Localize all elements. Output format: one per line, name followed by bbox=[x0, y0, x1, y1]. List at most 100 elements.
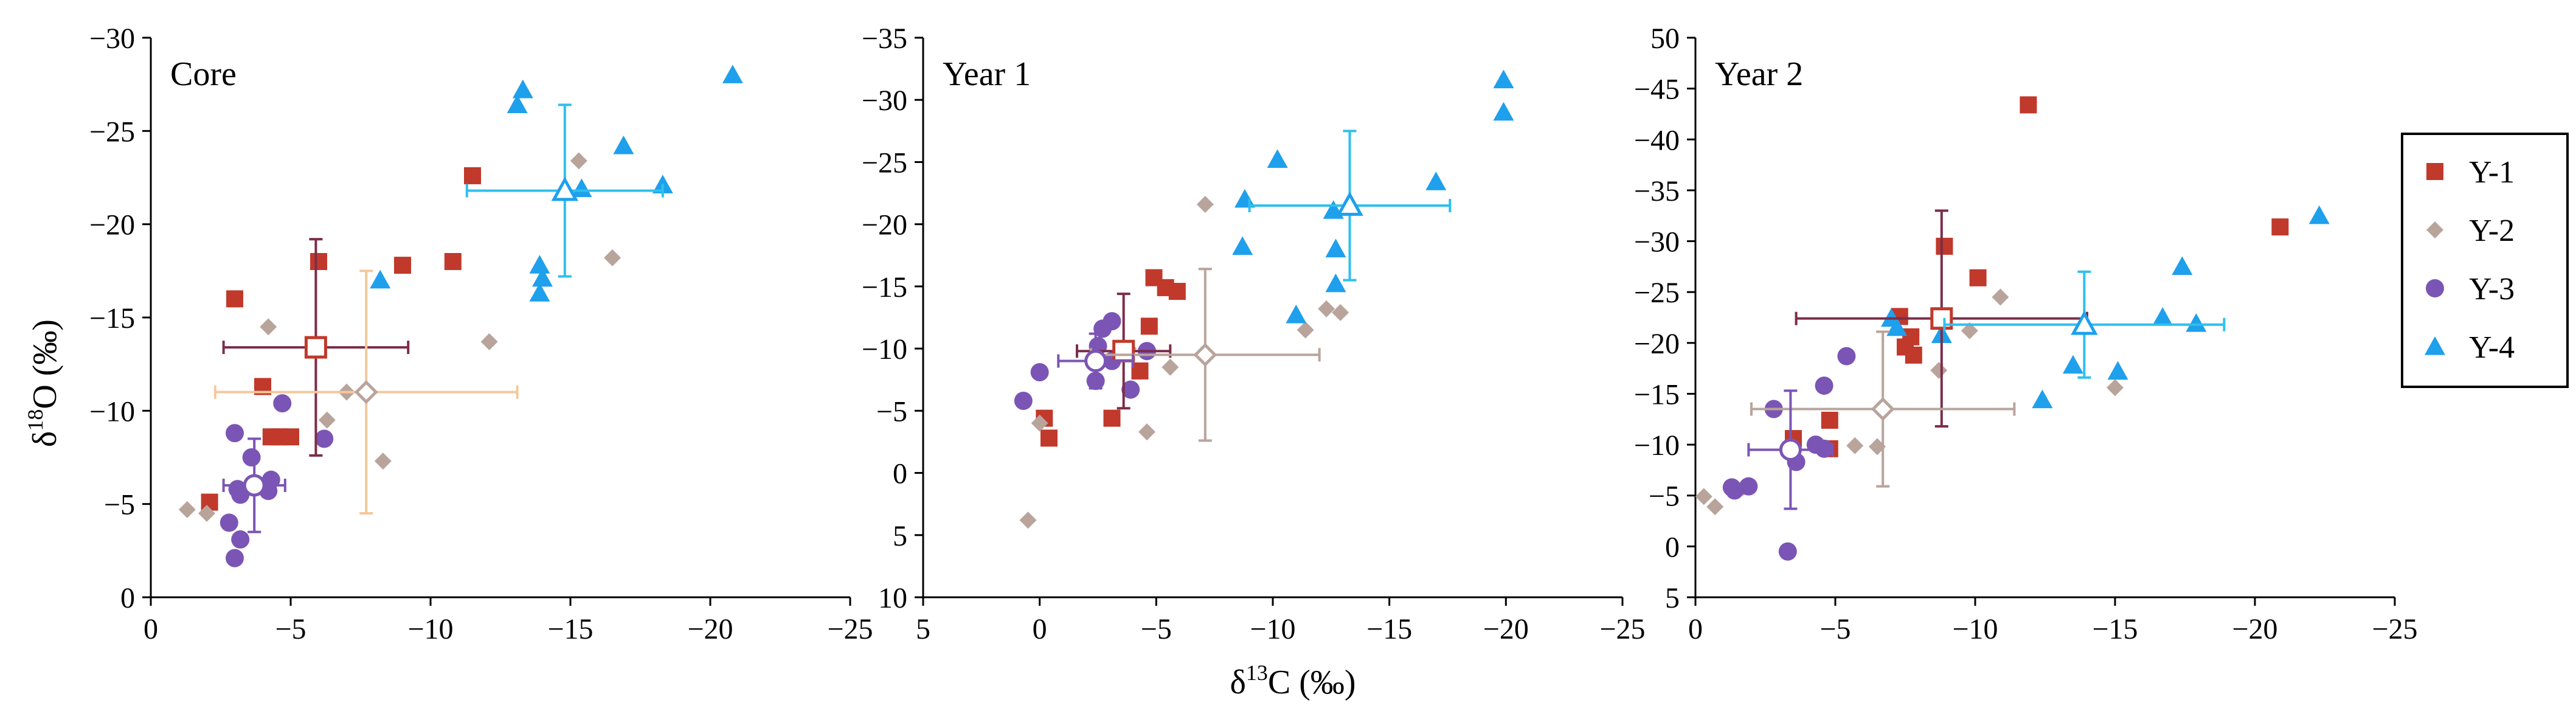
panel-year-1-y-tick-label: 0 bbox=[893, 458, 907, 490]
panel-year-1-y-tick-label: −20 bbox=[862, 209, 907, 241]
panel-core-x-tick-label: −15 bbox=[547, 613, 593, 645]
panel-year-2-y-tick-label: −10 bbox=[1634, 429, 1680, 462]
panel-year-2-y-tick-label: −45 bbox=[1634, 74, 1680, 106]
panel-year-2-y-tick-label: 0 bbox=[1665, 531, 1680, 563]
panel-year-1-y-tick-label: −25 bbox=[862, 147, 907, 179]
data-point-y-4 bbox=[529, 255, 550, 274]
data-point-y-1 bbox=[1821, 411, 1838, 429]
panel-core-x-tick-label: −5 bbox=[275, 613, 306, 645]
panel-year-1-y-tick-label: −35 bbox=[862, 23, 907, 55]
data-point-y-2 bbox=[178, 501, 196, 518]
panel-year-2-x-tick-label: 0 bbox=[1688, 613, 1703, 645]
data-point-y-4 bbox=[1325, 273, 1346, 293]
data-point-y-4 bbox=[1286, 304, 1307, 324]
x-axis-label: δ13C (‰) bbox=[1230, 661, 1356, 701]
legend-marker-y-1 bbox=[2426, 163, 2443, 180]
data-point-y-1 bbox=[1168, 283, 1186, 300]
panel-core-y-tick-label: −15 bbox=[89, 302, 135, 335]
legend-label-y-2: Y-2 bbox=[2469, 213, 2515, 248]
data-point-y-3 bbox=[1837, 347, 1856, 366]
panel-year-1-x-tick-label: −15 bbox=[1366, 613, 1412, 645]
data-point-y-2 bbox=[1019, 512, 1037, 529]
data-point-y-1 bbox=[2271, 218, 2289, 236]
panel-core-y-tick-label: −5 bbox=[104, 489, 135, 521]
data-point-y-2 bbox=[1846, 437, 1864, 454]
data-point-y-4 bbox=[2186, 313, 2207, 332]
data-point-y-3 bbox=[226, 424, 244, 443]
panel-year-2-y-tick-label: −40 bbox=[1634, 124, 1680, 156]
panel-year-2-y-tick-label: −15 bbox=[1634, 378, 1680, 411]
mean-marker-y-3 bbox=[1779, 438, 1802, 461]
panel-core-x-tick-label: 0 bbox=[144, 613, 158, 645]
data-point-y-2 bbox=[374, 453, 392, 470]
mean-marker-y-4 bbox=[1336, 191, 1363, 216]
data-point-y-4 bbox=[2107, 361, 2128, 380]
data-point-y-2 bbox=[1992, 288, 2009, 306]
panel-year-1-series-y-2 bbox=[1019, 195, 1349, 529]
data-point-y-1 bbox=[1905, 346, 1922, 364]
data-point-y-1 bbox=[1131, 362, 1149, 380]
data-point-y-4 bbox=[1886, 317, 1908, 336]
data-point-y-3 bbox=[1121, 380, 1140, 399]
data-point-y-2 bbox=[1318, 300, 1335, 317]
y-axis-label-sup: 18 bbox=[23, 409, 47, 431]
mean-marker-y-3 bbox=[243, 474, 266, 497]
data-point-y-2 bbox=[198, 505, 215, 522]
data-point-y-2 bbox=[260, 318, 277, 336]
panel-core-x-tick-label: −20 bbox=[687, 613, 733, 645]
panel-core-mean-y-2 bbox=[213, 269, 519, 515]
data-point-y-3 bbox=[273, 394, 292, 413]
panel-year-2-mean-y-4 bbox=[1943, 270, 2226, 379]
panel-year-2-series-y-1 bbox=[1785, 96, 2289, 457]
legend: Y-1 Y-2 Y-3 Y-4 bbox=[2401, 133, 2569, 388]
panel-year-1-x-tick-label: 5 bbox=[916, 613, 930, 645]
panel-core: 0 −5 −10 −15 −20 −25 −30 0 −5 −10 −15 −20 −25 Core bbox=[89, 23, 873, 645]
data-point-y-4 bbox=[529, 283, 550, 302]
data-point-y-3 bbox=[1815, 376, 1833, 395]
panel-core-title: Core bbox=[170, 55, 237, 93]
panel-year-1-x-tick-label: −10 bbox=[1250, 613, 1295, 645]
x-axis-label-main: δ bbox=[1230, 664, 1245, 701]
data-point-y-2 bbox=[1196, 195, 1214, 213]
data-point-y-2 bbox=[1332, 304, 1349, 321]
data-point-y-2 bbox=[318, 411, 336, 429]
data-point-y-4 bbox=[2152, 307, 2173, 326]
panel-year-1-y-tick-label: −30 bbox=[862, 85, 907, 117]
data-point-y-4 bbox=[1232, 236, 1253, 255]
panel-year-2-mean-y-1 bbox=[1795, 209, 2088, 428]
data-point-y-4 bbox=[722, 64, 743, 83]
data-point-y-4 bbox=[532, 268, 553, 287]
data-point-y-2 bbox=[604, 249, 621, 266]
panels: 0 −5 −10 −15 −20 −25 −30 0 −5 −10 −15 −20 −25 Core 10 5… bbox=[89, 23, 2418, 645]
panel-year-1-mean-y-1 bbox=[1076, 293, 1172, 410]
panel-year-1-y-tick-label: −15 bbox=[862, 271, 907, 304]
data-point-y-3 bbox=[1103, 312, 1121, 331]
panel-year-2-y-tick-label: −5 bbox=[1649, 480, 1680, 513]
legend-label-y-4: Y-4 bbox=[2469, 330, 2515, 365]
data-point-y-3 bbox=[1014, 391, 1033, 410]
legend-items: Y-1 Y-2 Y-3 Y-4 bbox=[2425, 155, 2515, 365]
panel-core-y-tick-label: −30 bbox=[89, 23, 135, 55]
mean-marker-y-2 bbox=[354, 380, 378, 404]
panel-year-2-x-tick-label: −15 bbox=[2092, 613, 2138, 645]
data-point-y-4 bbox=[2308, 205, 2330, 224]
data-point-y-1 bbox=[310, 253, 327, 270]
panel-year-1-title: Year 1 bbox=[943, 55, 1031, 93]
data-point-y-4 bbox=[1325, 238, 1346, 258]
data-point-y-2 bbox=[1695, 488, 1712, 505]
panel-core-y-tick-label: 0 bbox=[120, 582, 135, 614]
panel-year-1-series-y-1 bbox=[1036, 269, 1186, 447]
mean-marker-y-2 bbox=[1193, 342, 1217, 367]
panel-year-2-title: Year 2 bbox=[1715, 55, 1803, 93]
data-point-y-1 bbox=[1040, 429, 1058, 447]
data-point-y-2 bbox=[570, 152, 587, 170]
data-point-y-4 bbox=[512, 79, 533, 99]
panel-year-2-y-tick-label: −30 bbox=[1634, 226, 1680, 258]
data-point-y-1 bbox=[1969, 269, 1987, 286]
mean-marker-y-4 bbox=[2071, 310, 2098, 335]
data-point-y-2 bbox=[1961, 322, 1978, 339]
panel-year-1-y-tick-label: −5 bbox=[876, 395, 907, 428]
panel-core-series-y-2 bbox=[178, 152, 621, 522]
data-point-y-4 bbox=[1267, 149, 1288, 168]
